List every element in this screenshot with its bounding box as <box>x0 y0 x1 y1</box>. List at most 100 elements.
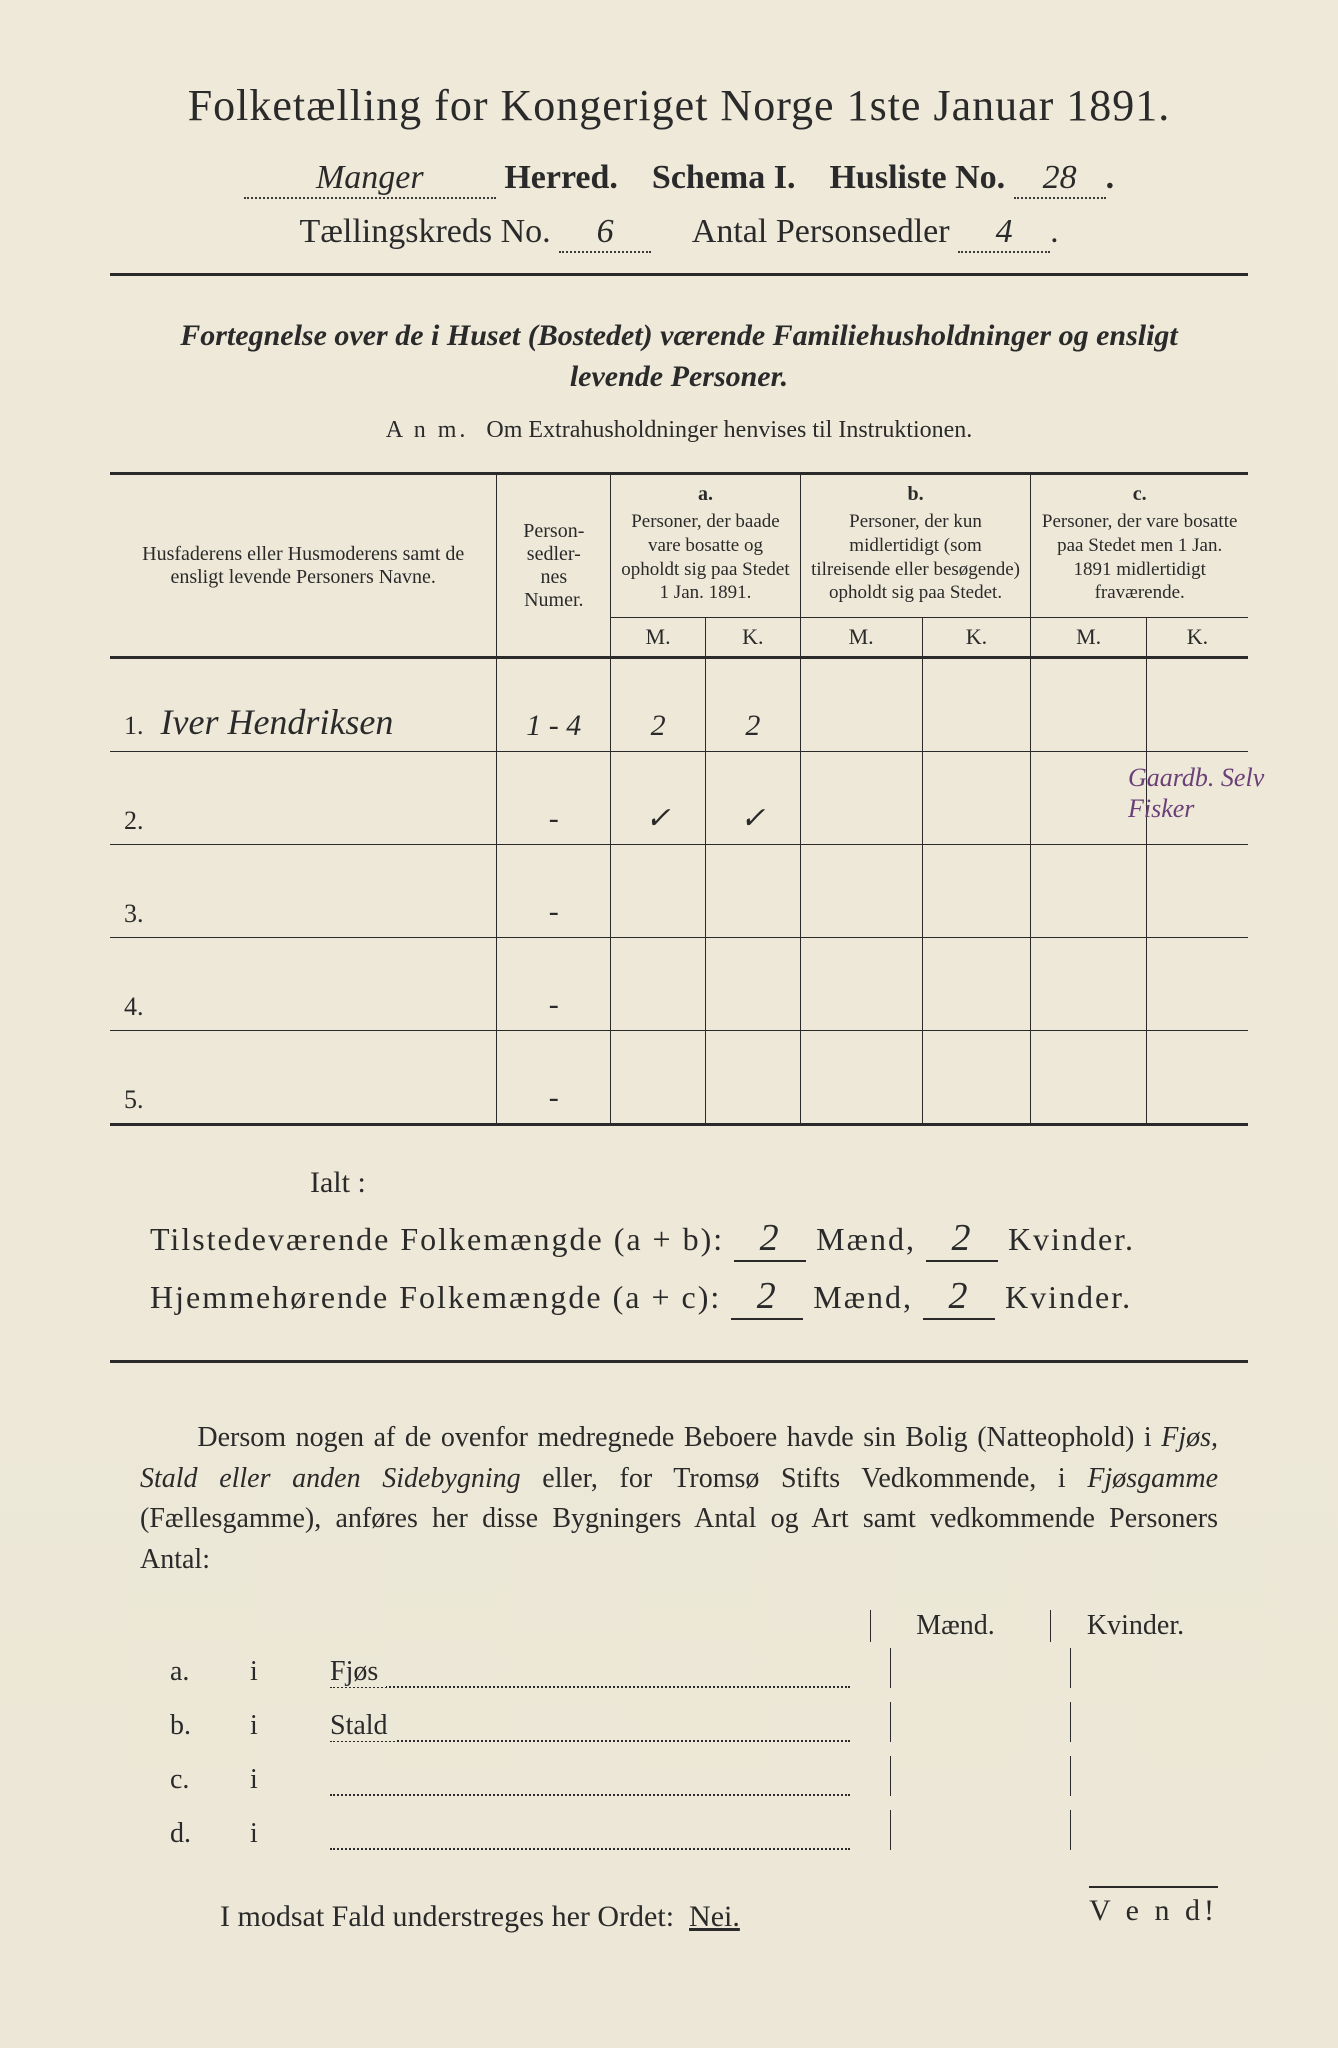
table-row: 3.- <box>110 845 1248 938</box>
table-row: 5.- <box>110 1031 1248 1125</box>
lower-row-m <box>890 1702 1030 1742</box>
anm-label: A n m. <box>386 417 469 443</box>
cell-numer: - <box>497 938 611 1031</box>
para-3: (Fællesgamme), anføres her disse Bygning… <box>140 1503 1218 1575</box>
th-names: Husfaderens eller Husmoderens samt de en… <box>110 474 497 658</box>
lower-row-m <box>890 1810 1030 1850</box>
sum1-suffix: Kvinder. <box>1008 1221 1135 1257</box>
vend-label: V e n d! <box>1089 1886 1218 1928</box>
lower-row-label <box>330 1822 850 1850</box>
antal-value: 4 <box>958 213 1050 253</box>
sum2-suffix: Kvinder. <box>1005 1279 1132 1315</box>
cell-b_m <box>800 658 922 752</box>
lower-row-letter: d. <box>170 1818 230 1850</box>
group-a-label: a. <box>617 483 794 506</box>
cell-a_m: ✓ <box>611 752 706 845</box>
cell-b_m <box>800 752 922 845</box>
lower-header-k: Kvinder. <box>1050 1610 1210 1642</box>
cell-numer: - <box>497 1031 611 1125</box>
lower-row-m <box>890 1648 1030 1688</box>
th-a-k: K. <box>705 618 800 658</box>
row-number-and-name: 3. <box>110 845 497 938</box>
page-title: Folketælling for Kongeriget Norge 1ste J… <box>110 80 1248 131</box>
table-row: 1. Iver Hendriksen1 - 422 <box>110 658 1248 752</box>
cell-b_k <box>922 752 1031 845</box>
lower-row-m <box>890 1756 1030 1796</box>
herred-label: Herred. <box>504 159 618 196</box>
schema-label: Schema I. <box>652 159 796 196</box>
cell-c_m <box>1031 658 1147 752</box>
lower-row-k <box>1070 1648 1210 1688</box>
lower-row-letter: a. <box>170 1656 230 1688</box>
kreds-value: 6 <box>559 213 651 253</box>
table-row: 4.- <box>110 938 1248 1031</box>
sum1-k: 2 <box>926 1216 998 1262</box>
th-numer: Person- sedler- nes Numer. <box>497 474 611 658</box>
cell-c_m <box>1031 1031 1147 1125</box>
lower-row-k <box>1070 1702 1210 1742</box>
sum-line-2: Hjemmehørende Folkemængde (a + c): 2 Mæn… <box>150 1274 1248 1320</box>
cell-c_k <box>1146 1031 1248 1125</box>
sum2-between: Mænd, <box>813 1279 913 1315</box>
sum2-k: 2 <box>923 1274 995 1320</box>
kreds-label: Tællingskreds No. <box>299 213 550 250</box>
cell-c_k <box>1146 938 1248 1031</box>
lower-row-i: i <box>250 1710 310 1742</box>
lower-row-i: i <box>250 1656 310 1688</box>
cell-a_k: 2 <box>705 658 800 752</box>
kreds-line: Tællingskreds No. 6 Antal Personsedler 4… <box>110 213 1248 253</box>
herred-line: Manger Herred. Schema I. Husliste No. 28… <box>110 159 1248 199</box>
cell-a_m <box>611 845 706 938</box>
cell-a_k <box>705 1031 800 1125</box>
cell-a_k: ✓ <box>705 752 800 845</box>
sum1-m: 2 <box>734 1216 806 1262</box>
cell-c_k <box>1146 845 1248 938</box>
lower-row-k <box>1070 1756 1210 1796</box>
nei-prefix: I modsat Fald understreges her Ordet: <box>220 1900 674 1933</box>
lower-header-m: Mænd. <box>870 1610 1030 1642</box>
group-b-label: b. <box>807 483 1025 506</box>
dersom-paragraph: Dersom nogen af de ovenfor medregnede Be… <box>140 1418 1218 1580</box>
cell-b_k <box>922 658 1031 752</box>
cell-a_k <box>705 845 800 938</box>
cell-c_m <box>1031 938 1147 1031</box>
person-name: Iver Hendriksen <box>152 702 394 742</box>
margin-note-row1: Gaardb. Selv Fisker <box>1128 762 1298 824</box>
sum1-between: Mænd, <box>816 1221 916 1257</box>
cell-numer: 1 - 4 <box>497 658 611 752</box>
sum1-prefix: Tilstedeværende Folkemængde (a + b): <box>150 1221 724 1257</box>
table-row: 2.-✓✓ <box>110 752 1248 845</box>
anm-line: A n m. Om Extrahusholdninger henvises ti… <box>110 417 1248 444</box>
rule-1 <box>110 273 1248 276</box>
cell-b_m <box>800 938 922 1031</box>
lower-grid: a.iFjøsb.iStaldc.id.i <box>170 1648 1248 1850</box>
husliste-value: 28 <box>1014 159 1106 199</box>
group-c-text: Personer, der vare bosatte paa Stedet me… <box>1037 506 1242 609</box>
census-form-page: Folketælling for Kongeriget Norge 1ste J… <box>0 0 1338 2048</box>
th-b-k: K. <box>922 618 1031 658</box>
cell-a_k <box>705 938 800 1031</box>
row-number-and-name: 2. <box>110 752 497 845</box>
subtitle: Fortegnelse over de i Huset (Bostedet) v… <box>160 316 1198 397</box>
para-1: Dersom nogen af de ovenfor medregnede Be… <box>197 1422 1161 1453</box>
rule-2 <box>110 1360 1248 1363</box>
row-number-and-name: 1. Iver Hendriksen <box>110 658 497 752</box>
th-group-c: c. Personer, der vare bosatte paa Stedet… <box>1031 474 1248 618</box>
cell-b_m <box>800 845 922 938</box>
sum2-prefix: Hjemmehørende Folkemængde (a + c): <box>150 1279 721 1315</box>
cell-c_m <box>1031 845 1147 938</box>
cell-numer: - <box>497 845 611 938</box>
lower-row-label: Fjøs <box>330 1660 850 1688</box>
cell-b_k <box>922 938 1031 1031</box>
th-c-k: K. <box>1146 618 1248 658</box>
sum-line-1: Tilstedeværende Folkemængde (a + b): 2 M… <box>150 1216 1248 1262</box>
ialt-label: Ialt : <box>310 1166 1248 1200</box>
th-c-m: M. <box>1031 618 1147 658</box>
main-table: Husfaderens eller Husmoderens samt de en… <box>110 472 1248 1126</box>
lower-row-i: i <box>250 1818 310 1850</box>
nei-word: Nei. <box>689 1900 740 1933</box>
cell-a_m <box>611 938 706 1031</box>
row-number-and-name: 5. <box>110 1031 497 1125</box>
cell-a_m <box>611 1031 706 1125</box>
cell-b_m <box>800 1031 922 1125</box>
